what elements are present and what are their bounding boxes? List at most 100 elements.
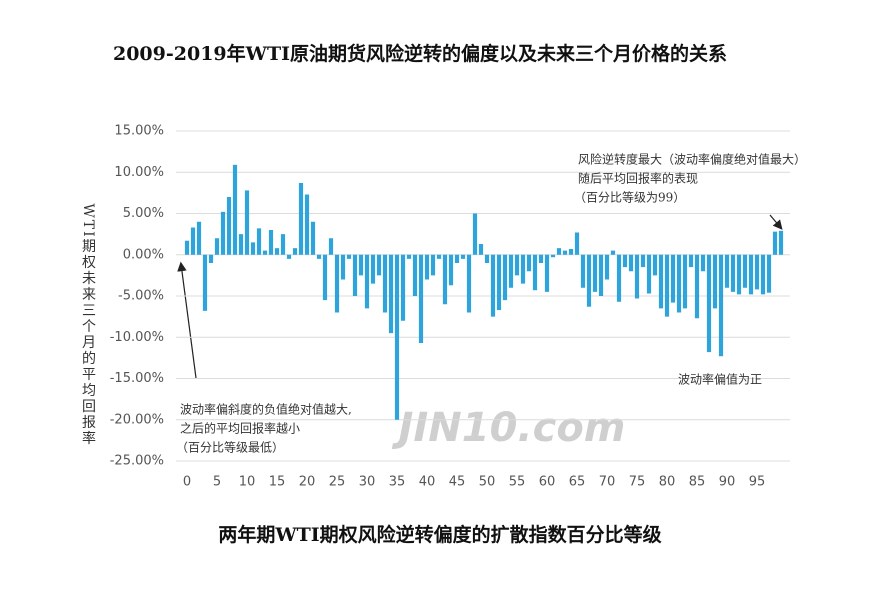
bar bbox=[754, 254, 760, 290]
bar bbox=[628, 254, 634, 272]
bar bbox=[340, 254, 346, 280]
x-tick-label: 30 bbox=[359, 475, 376, 490]
bar bbox=[394, 254, 400, 420]
bar bbox=[214, 238, 220, 255]
x-tick-label: 90 bbox=[719, 475, 736, 490]
bar bbox=[454, 254, 460, 263]
bar bbox=[664, 254, 670, 317]
bar bbox=[550, 254, 556, 258]
x-axis-title: 两年期WTI期权风险逆转偏度的扩散指数百分比等级 bbox=[218, 523, 661, 546]
bar bbox=[262, 250, 268, 255]
x-tick-label: 75 bbox=[629, 475, 646, 490]
bar bbox=[502, 254, 508, 301]
bar bbox=[568, 248, 574, 255]
bar bbox=[652, 254, 658, 276]
bar bbox=[436, 254, 442, 259]
bar bbox=[280, 234, 286, 255]
x-tick-label: 95 bbox=[749, 475, 766, 490]
bar bbox=[538, 254, 544, 263]
bar bbox=[304, 194, 310, 255]
x-tick-label: 15 bbox=[269, 475, 286, 490]
bar bbox=[358, 254, 364, 276]
bar bbox=[574, 232, 580, 255]
watermark: JIN10.com bbox=[392, 405, 626, 451]
bar bbox=[424, 254, 430, 280]
y-tick-label: 0.00% bbox=[123, 247, 164, 262]
bar bbox=[658, 254, 664, 309]
bar bbox=[724, 254, 730, 288]
y-tick-label: 15.00% bbox=[114, 124, 164, 139]
bar bbox=[586, 254, 592, 307]
bar bbox=[412, 254, 418, 296]
bar bbox=[334, 254, 340, 313]
bar bbox=[274, 248, 280, 255]
y-tick-label: -25.00% bbox=[110, 454, 164, 469]
bar bbox=[250, 242, 256, 255]
x-tick-label: 5 bbox=[213, 475, 221, 490]
bar bbox=[742, 254, 748, 288]
bar bbox=[520, 254, 526, 284]
bar bbox=[778, 230, 784, 255]
bar bbox=[694, 254, 700, 319]
annotation: 风险逆转度最大（波动率偏度绝对值最大） bbox=[578, 152, 806, 167]
bar bbox=[772, 231, 778, 255]
bar bbox=[598, 254, 604, 296]
x-tick-label: 60 bbox=[539, 475, 556, 490]
chart-title: 2009-2019年WTI原油期货风险逆转的偏度以及未来三个月价格的关系 bbox=[113, 42, 727, 65]
bar bbox=[322, 254, 328, 301]
x-tick-label: 55 bbox=[509, 475, 526, 490]
bar bbox=[610, 250, 616, 255]
bar bbox=[748, 254, 754, 295]
annotation: （百分比等级为99） bbox=[574, 191, 685, 205]
bar bbox=[448, 254, 454, 286]
bar bbox=[238, 234, 244, 255]
bar bbox=[232, 164, 238, 255]
bar bbox=[478, 244, 484, 255]
bar bbox=[202, 254, 208, 311]
bar bbox=[388, 254, 394, 334]
bar bbox=[208, 254, 214, 263]
bar bbox=[316, 254, 322, 259]
bar bbox=[700, 254, 706, 272]
bar bbox=[184, 240, 190, 255]
bar bbox=[526, 254, 532, 272]
y-tick-label: -15.00% bbox=[110, 371, 164, 386]
bar bbox=[640, 254, 646, 268]
bar bbox=[484, 254, 490, 263]
bar bbox=[370, 254, 376, 284]
bar bbox=[562, 250, 568, 255]
bar bbox=[514, 254, 520, 276]
x-tick-label: 65 bbox=[569, 475, 586, 490]
annotation: 随后平均回报率的表现 bbox=[578, 171, 698, 186]
x-tick-label: 50 bbox=[479, 475, 496, 490]
bar bbox=[346, 254, 352, 259]
y-tick-label: -20.00% bbox=[110, 412, 164, 427]
bar bbox=[670, 254, 676, 303]
x-tick-label: 70 bbox=[599, 475, 616, 490]
x-tick-label: 25 bbox=[329, 475, 346, 490]
bar bbox=[292, 248, 298, 255]
bar bbox=[496, 254, 502, 311]
bar bbox=[256, 228, 262, 255]
bar bbox=[760, 254, 766, 295]
bar bbox=[736, 254, 742, 295]
y-axis-title: WTI期权未来三个月的平均回报率 bbox=[80, 203, 96, 446]
bar bbox=[622, 254, 628, 268]
bar bbox=[544, 254, 550, 292]
x-tick-label: 0 bbox=[183, 475, 191, 490]
bar bbox=[400, 254, 406, 321]
x-tick-label: 80 bbox=[659, 475, 676, 490]
bar bbox=[328, 238, 334, 255]
bar bbox=[364, 254, 370, 309]
bar bbox=[706, 254, 712, 353]
bar bbox=[472, 213, 478, 255]
bar bbox=[190, 227, 196, 255]
y-tick-label: 5.00% bbox=[123, 206, 164, 221]
bar bbox=[382, 254, 388, 313]
bar bbox=[226, 197, 232, 255]
bar bbox=[352, 254, 358, 296]
annotation: 波动率偏值为正 bbox=[678, 372, 762, 387]
y-tick-label: -5.00% bbox=[118, 289, 164, 304]
bar bbox=[490, 254, 496, 317]
